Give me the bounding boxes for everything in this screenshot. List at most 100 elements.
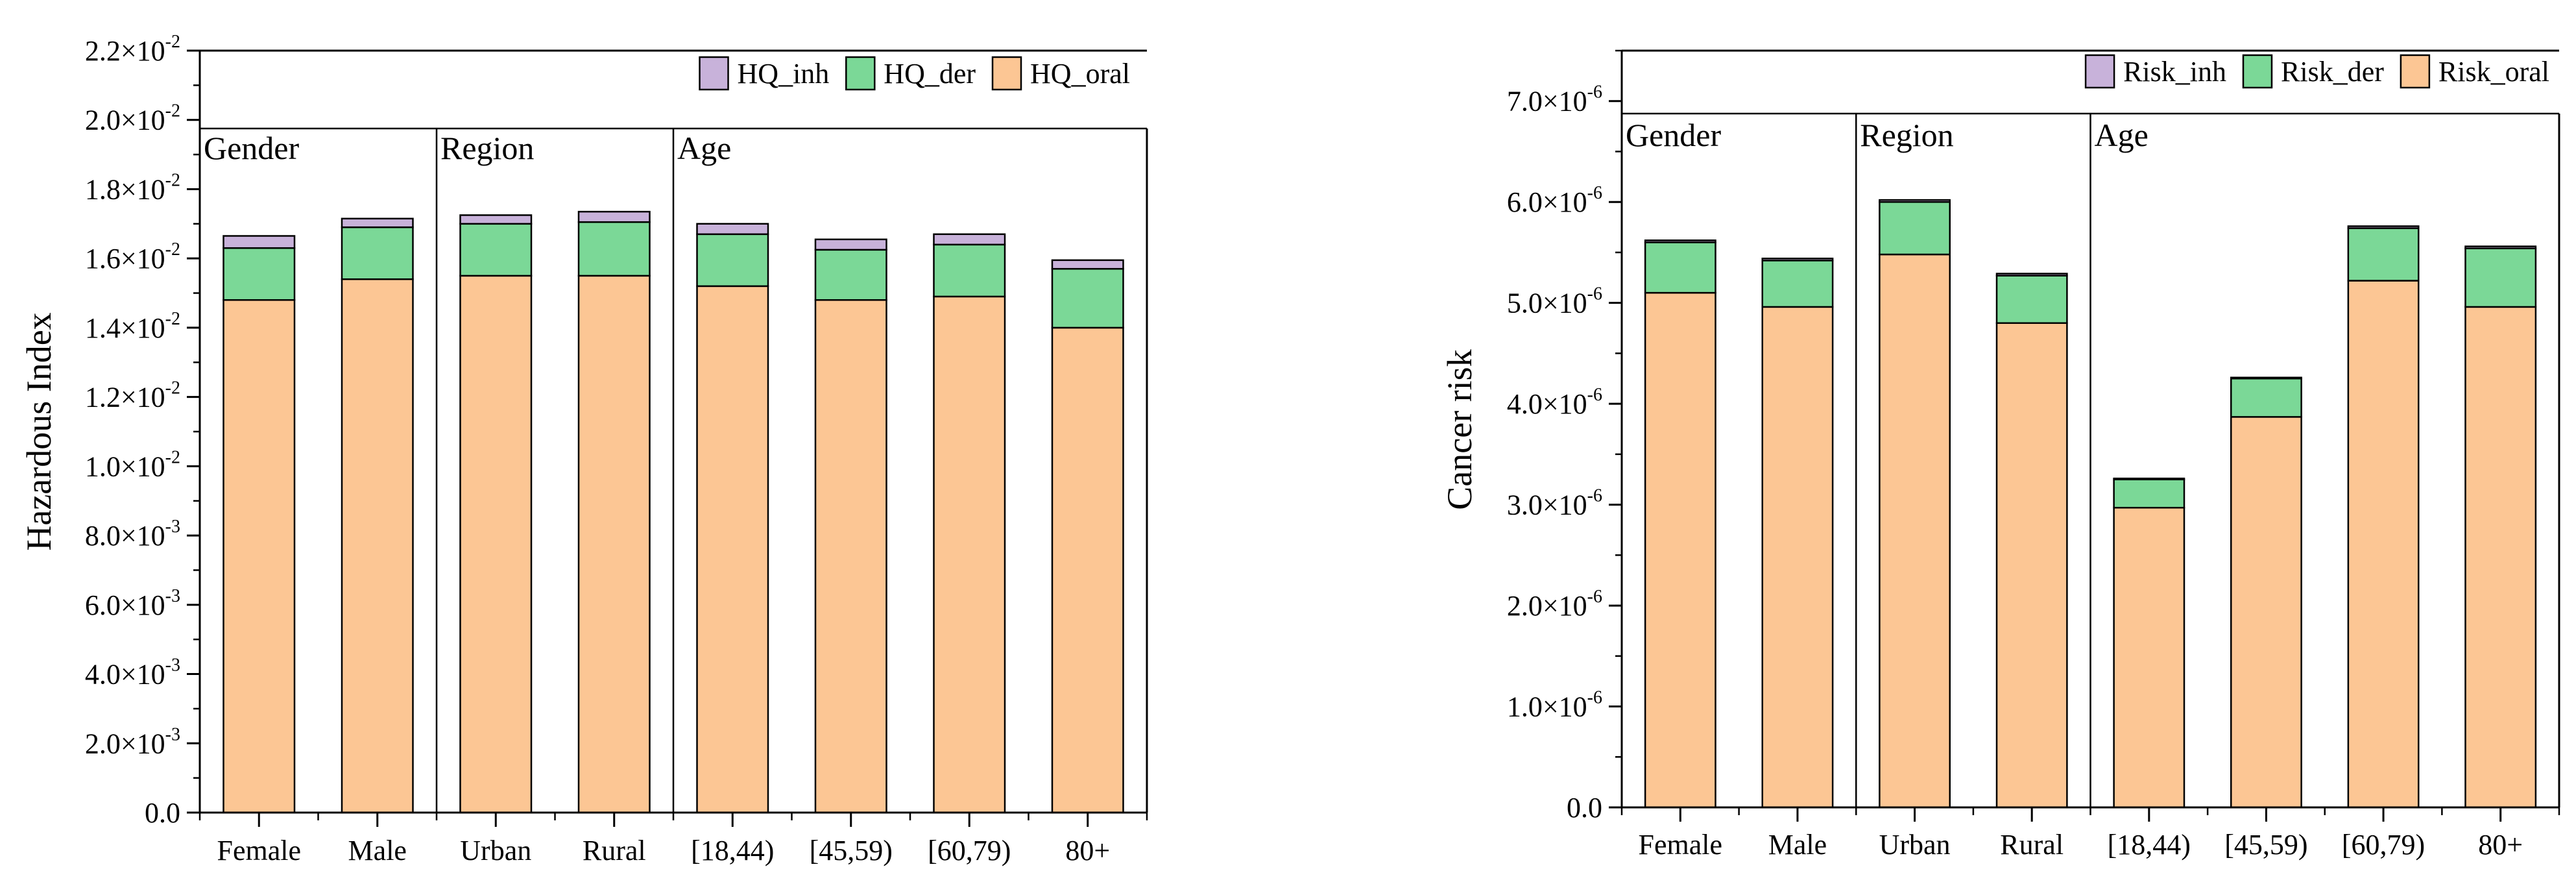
x-tick-label-4: [18,44): [691, 835, 774, 866]
x-tick-label-6: [60,79): [2342, 829, 2425, 861]
bar-oral-3: [577, 275, 651, 814]
x-tick-label-5: [45,59): [810, 835, 893, 866]
bar-der-1: [1761, 260, 1834, 308]
bar-oral-0: [223, 299, 296, 814]
bar-oral-2: [1879, 253, 1951, 809]
bar-inh-2: [459, 214, 533, 225]
x-tick-label-7: 80+: [1065, 835, 1110, 866]
y-tick-label-3: 6.0×10-3: [85, 586, 180, 621]
y-axis-title: Hazardous Index: [19, 312, 58, 550]
bar-der-5: [814, 249, 887, 301]
legend-swatch-inh: [699, 56, 729, 91]
y-tick-label-6: 6.0×10-6: [1507, 183, 1602, 218]
group-label-age: Age: [677, 130, 731, 166]
x-tick-label-0: Female: [217, 835, 301, 866]
bar-der-4: [2113, 478, 2185, 509]
bar-inh-0: [223, 235, 296, 249]
bar-oral-7: [1051, 326, 1124, 814]
legend-swatch-oral: [991, 56, 1022, 91]
y-tick-label-1: 1.0×10-6: [1507, 688, 1602, 723]
x-tick-label-3: Rural: [2000, 829, 2064, 861]
bar-der-0: [1644, 241, 1716, 294]
y-tick-label-3: 3.0×10-6: [1507, 486, 1602, 521]
bar-oral-6: [933, 295, 1006, 814]
x-tick-label-1: Male: [348, 835, 407, 866]
x-tick-label-4: [18,44): [2108, 829, 2191, 861]
x-tick-label-5: [45,59): [2224, 829, 2307, 861]
bar-inh-7: [2464, 245, 2537, 249]
legend-label-oral: HQ_oral: [1030, 58, 1130, 90]
group-label-gender: Gender: [204, 130, 299, 166]
y-tick-label-2: 2.0×10-6: [1507, 587, 1602, 622]
x-tick-label-3: Rural: [583, 835, 646, 866]
legend-label-inh: Risk_inh: [2123, 56, 2226, 88]
legend-label-der: HQ_der: [884, 58, 976, 90]
bar-inh-6: [2347, 225, 2420, 229]
bar-oral-7: [2464, 306, 2537, 809]
bar-inh-5: [814, 238, 887, 251]
x-tick-label-2: Urban: [1879, 829, 1951, 861]
bar-der-2: [459, 223, 533, 277]
bar-inh-3: [577, 210, 651, 223]
group-label-age: Age: [2095, 117, 2149, 153]
bar-der-4: [696, 233, 769, 288]
y-tick-label-11: 2.2×10-2: [85, 32, 180, 67]
y-tick-label-2: 4.0×10-3: [85, 656, 180, 691]
group-label-region: Region: [1860, 117, 1953, 153]
y-tick-label-6: 1.2×10-2: [85, 378, 180, 413]
group-label-region: Region: [440, 130, 534, 166]
y-tick-label-5: 1.0×10-2: [85, 447, 180, 482]
bar-oral-1: [341, 278, 414, 814]
bar-der-5: [2230, 378, 2302, 418]
bar-inh-7: [1051, 259, 1124, 270]
y-tick-label-1: 2.0×10-3: [85, 724, 180, 759]
hazardous-index-chart: Gender Region Age 0.0 2.0×10-3 4.0×10-3 6.0×10…: [19, 32, 1148, 866]
bar-oral-4: [2113, 507, 2185, 809]
legend-swatch-der: [845, 56, 876, 91]
y-tick-label-4: 4.0×10-6: [1507, 385, 1602, 420]
bar-inh-1: [1761, 258, 1834, 262]
y-tick-label-5: 5.0×10-6: [1507, 284, 1602, 319]
y-tick-label-8: 1.6×10-2: [85, 239, 180, 275]
x-tick-label-7: 80+: [2478, 829, 2523, 861]
bar-der-1: [341, 226, 414, 280]
y-tick-label-0: 0.0: [145, 797, 180, 829]
x-tick-label-6: [60,79): [928, 835, 1011, 866]
bar-oral-0: [1644, 291, 1716, 809]
bar-der-7: [2464, 247, 2537, 308]
bar-inh-2: [1879, 199, 1951, 203]
bar-oral-5: [2230, 416, 2302, 809]
bar-der-3: [577, 221, 651, 277]
group-label-gender: Gender: [1626, 117, 1721, 153]
y-tick-label-9: 1.8×10-2: [85, 170, 180, 205]
bar-oral-3: [1995, 322, 2068, 809]
y-tick-label-4: 8.0×10-3: [85, 517, 180, 552]
legend-label-inh: HQ_inh: [738, 58, 830, 90]
cancer-risk-chart: Gender Region Age 0.0 1.0×10-6 2.0×10-6 3.0×10…: [1440, 49, 2560, 861]
bar-oral-6: [2347, 280, 2420, 809]
y-axis-title: Cancer risk: [1440, 349, 1479, 509]
bar-oral-5: [814, 299, 887, 814]
bar-der-0: [223, 247, 296, 301]
bar-der-2: [1879, 201, 1951, 256]
bar-der-3: [1995, 275, 2068, 325]
x-tick-label-0: Female: [1639, 829, 1723, 861]
y-tick-label-7: 1.4×10-2: [85, 309, 180, 344]
bar-inh-0: [1644, 239, 1716, 243]
bar-oral-2: [459, 275, 533, 814]
x-tick-label-2: Urban: [460, 835, 531, 866]
legend-swatch-der: [2242, 54, 2273, 89]
legend-swatch-oral: [2400, 54, 2431, 89]
legend-label-der: Risk_der: [2281, 56, 2384, 88]
bar-inh-5: [2230, 376, 2302, 380]
legend-label-oral: Risk_oral: [2438, 56, 2549, 88]
bar-inh-6: [933, 233, 1006, 246]
y-tick-label-10: 2.0×10-2: [85, 101, 180, 136]
bar-inh-1: [341, 217, 414, 228]
bar-inh-4: [2113, 477, 2185, 480]
bar-inh-3: [1995, 273, 2068, 276]
bar-inh-4: [696, 223, 769, 236]
bar-der-7: [1051, 267, 1124, 329]
legend-swatch-inh: [2084, 54, 2115, 89]
